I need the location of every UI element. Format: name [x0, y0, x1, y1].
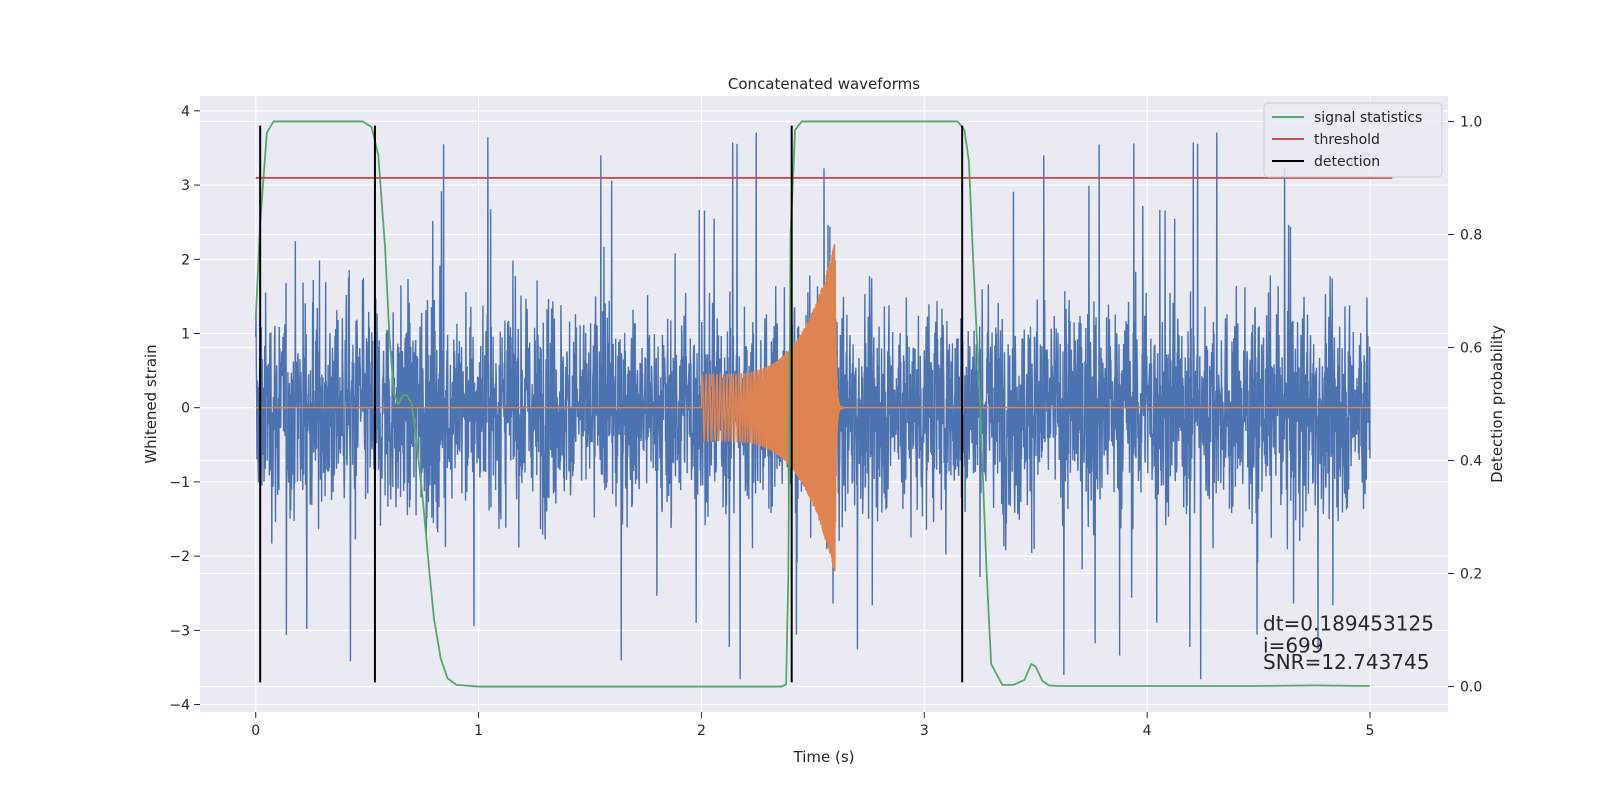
y-right-tick-label: 0.8	[1460, 227, 1482, 243]
legend-label: detection	[1314, 154, 1380, 170]
y-right-tick-label: 0.4	[1460, 454, 1482, 470]
legend-box	[1263, 102, 1443, 178]
legend: signal statistics threshold detection	[1263, 102, 1443, 178]
legend-label: signal statistics	[1314, 110, 1422, 126]
x-tick-label: 4	[1143, 723, 1152, 739]
y-tick-label: 1	[181, 326, 190, 342]
y-right-tick-label: 0.6	[1460, 340, 1482, 356]
y-axis-label: Whitened strain	[142, 344, 160, 463]
y-right-tick-label: 0.0	[1460, 680, 1482, 696]
y-tick-label: −3	[169, 623, 190, 639]
y-tick-label: −1	[169, 475, 190, 491]
annotation-text: SNR=12.743745	[1263, 650, 1429, 674]
signal-statistics-line	[254, 120, 1371, 688]
injection-line	[255, 244, 1371, 572]
x-tick-label: 0	[251, 723, 260, 739]
legend-label: threshold	[1314, 132, 1380, 148]
x-axis-label: Time (s)	[793, 748, 855, 766]
y-right-tick-label: 0.2	[1460, 567, 1482, 583]
chart-title: Concatenated waveforms	[728, 75, 920, 93]
x-tick-label: 3	[920, 723, 929, 739]
injection-series	[255, 244, 1371, 572]
axes: 0 1 2 3 4 5 −4 −3 −2 −1 0 1 2 3 4 0.0 0.2 0.4 0.6 0.8 1.0	[169, 104, 1482, 739]
y-right-tick-label: 1.0	[1460, 114, 1482, 130]
x-tick-label: 5	[1366, 723, 1375, 739]
x-tick-label: 2	[697, 723, 706, 739]
y-tick-label: 3	[181, 178, 190, 194]
y-tick-label: 4	[181, 104, 190, 120]
y-right-axis-label: Detection probability	[1488, 325, 1506, 483]
x-tick-label: 1	[474, 723, 483, 739]
y-tick-label: −4	[169, 698, 190, 714]
y-tick-label: 2	[181, 252, 190, 268]
y-tick-label: −2	[169, 549, 190, 565]
annotation-text: i=699	[1263, 634, 1324, 658]
y-tick-label: 0	[181, 401, 190, 417]
series-layer	[254, 120, 1393, 688]
annotation-text: dt=0.189453125	[1263, 611, 1434, 635]
plot-area	[254, 120, 1393, 688]
